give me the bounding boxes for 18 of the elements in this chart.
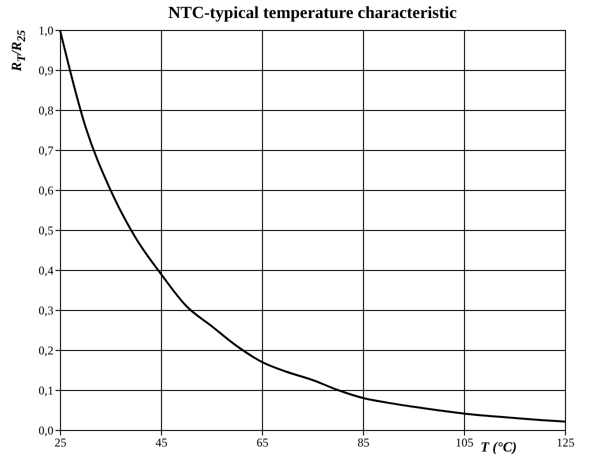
y-tick-label: 0,7 xyxy=(38,144,54,158)
x-tick-label: 65 xyxy=(256,436,268,450)
x-tick-label: 45 xyxy=(156,436,168,450)
y-tick-label: 0,0 xyxy=(38,424,54,438)
y-tick-label: 0,5 xyxy=(38,224,54,238)
y-tick-label: 1,0 xyxy=(38,24,54,38)
x-tick-label: 125 xyxy=(556,436,574,450)
x-tick-label: 105 xyxy=(456,436,474,450)
y-tick-label: 0,3 xyxy=(38,304,54,318)
x-tick-label: 25 xyxy=(54,436,66,450)
y-tick-label: 0,9 xyxy=(38,64,54,78)
y-tick-label: 0,4 xyxy=(38,264,54,278)
y-tick-label: 0,8 xyxy=(38,104,54,118)
y-tick-label: 0,1 xyxy=(38,384,54,398)
y-tick-label: 0,6 xyxy=(38,184,54,198)
chart-title: NTC-typical temperature characteristic xyxy=(168,3,458,22)
y-tick-label: 0,2 xyxy=(38,344,54,358)
x-tick-label: 85 xyxy=(358,436,370,450)
